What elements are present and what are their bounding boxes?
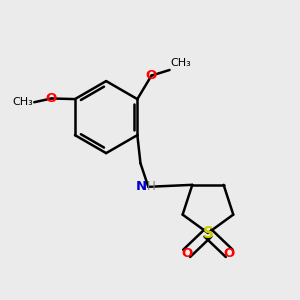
Text: O: O bbox=[181, 247, 192, 260]
Text: S: S bbox=[202, 226, 213, 241]
Text: N: N bbox=[136, 180, 147, 193]
Text: O: O bbox=[224, 247, 235, 260]
Text: O: O bbox=[46, 92, 57, 105]
Text: O: O bbox=[146, 69, 157, 82]
Text: H: H bbox=[147, 180, 155, 193]
Text: CH₃: CH₃ bbox=[170, 58, 191, 68]
Text: CH₃: CH₃ bbox=[12, 97, 33, 107]
